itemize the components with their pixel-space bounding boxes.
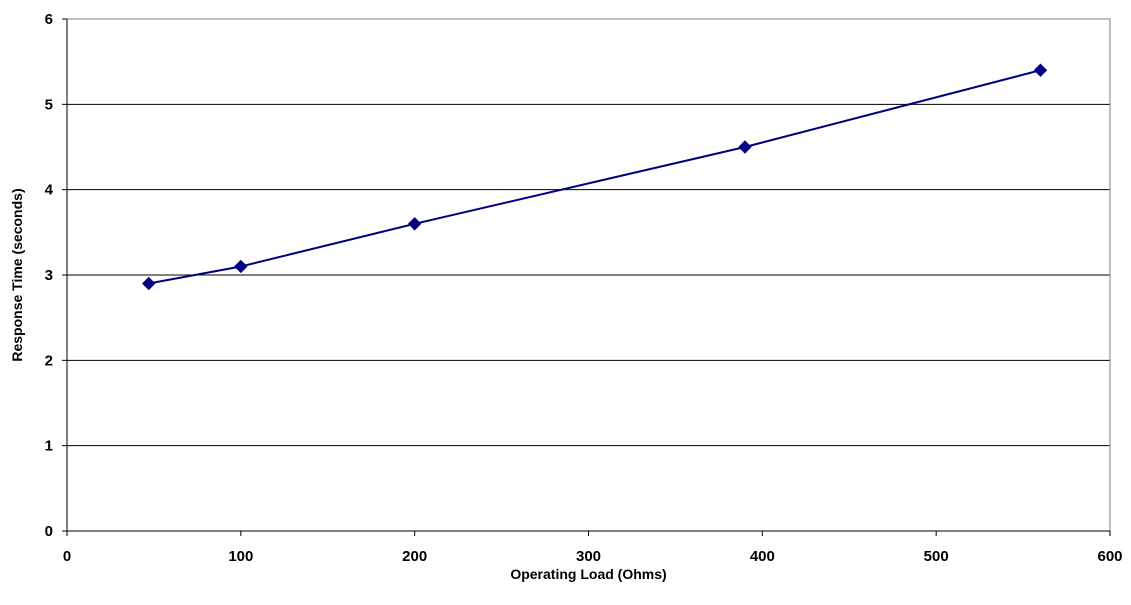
- data-point-marker: [738, 140, 752, 154]
- series-layer: [141, 63, 1048, 291]
- x-tick-label: 0: [63, 548, 71, 565]
- x-tick-label: 500: [924, 548, 949, 565]
- data-point-marker: [407, 217, 422, 231]
- y-tick-label: 0: [45, 523, 53, 540]
- y-tick-label: 3: [45, 267, 53, 284]
- grid: [67, 18, 1110, 447]
- x-tick-label: 400: [750, 548, 775, 565]
- data-point-marker: [141, 276, 156, 291]
- y-axis-title: Response Time (seconds): [9, 188, 25, 361]
- x-tick-label: 100: [228, 548, 253, 565]
- x-tick-label: 300: [576, 548, 601, 565]
- y-tick-label: 4: [45, 182, 54, 199]
- y-tick-label: 2: [45, 352, 53, 369]
- y-tick-label: 6: [45, 11, 53, 28]
- x-tick-label: 200: [402, 548, 427, 565]
- axes: 0 1 2 3 4 5 6 0 100 200 300 400 500 600: [45, 11, 1123, 565]
- y-tick-label: 5: [45, 96, 53, 113]
- series-line: [148, 69, 1041, 285]
- y-tick-label: 1: [45, 438, 53, 455]
- x-tick-label: 600: [1097, 548, 1122, 565]
- data-point-marker: [234, 259, 248, 274]
- x-axis-title: Operating Load (Ohms): [510, 566, 666, 582]
- data-point-marker: [1033, 63, 1048, 77]
